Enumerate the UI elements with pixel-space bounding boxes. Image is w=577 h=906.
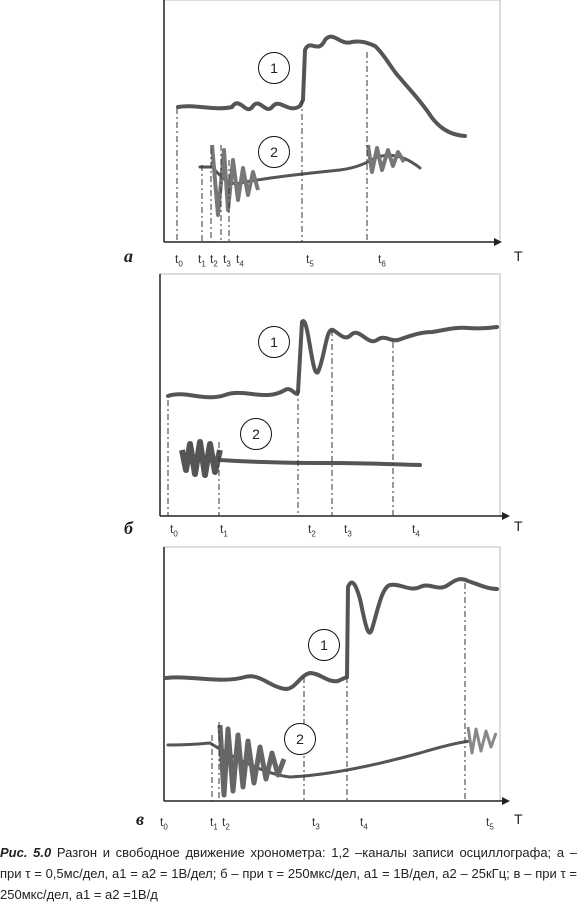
panel-letter: в [136, 809, 145, 829]
marker-label: t3 [312, 815, 320, 832]
marker-label: t6 [378, 252, 386, 269]
oscillogram-c [163, 546, 510, 805]
panel-a: 1 2 а T t0 t1 t2 t3 t4 t5 t6 [0, 0, 577, 272]
panel-letter: а [124, 246, 133, 266]
marker-label: t0 [175, 252, 183, 269]
marker-label: t1 [220, 522, 228, 539]
figure-number: Рис. 5.0 [0, 845, 52, 860]
channel-1-label: 1 [258, 52, 290, 84]
oscillogram-b [159, 273, 510, 520]
caption-text: Разгон и свободное движение хронометра: … [0, 845, 577, 902]
oscillogram-a [163, 0, 502, 246]
channel-2-label: 2 [240, 418, 272, 450]
marker-label: t2 [210, 252, 218, 269]
figure-caption: Рис. 5.0 Разгон и свободное движение хро… [0, 842, 577, 905]
marker-label: t1 [210, 815, 218, 832]
marker-label: t5 [306, 252, 314, 269]
marker-label: t5 [486, 815, 494, 832]
panel-c: 1 2 в T t0 t1 t2 t3 t4 t5 [0, 546, 577, 837]
marker-label: t3 [344, 522, 352, 539]
marker-label: t4 [236, 252, 244, 269]
marker-label: t4 [412, 522, 420, 539]
marker-label: t1 [198, 252, 206, 269]
axis-label: T [514, 518, 523, 534]
marker-label: t0 [160, 815, 168, 832]
channel-1-label: 1 [258, 326, 290, 358]
axis-label: T [514, 811, 523, 827]
channel-2-label: 2 [284, 723, 316, 755]
marker-label: t0 [170, 522, 178, 539]
channel-2-label: 2 [258, 136, 290, 168]
panel-b: 1 2 б T t0 t1 t2 t3 t4 [0, 272, 577, 547]
marker-label: t4 [360, 815, 368, 832]
marker-label: t2 [308, 522, 316, 539]
axis-label: T [514, 248, 523, 264]
marker-label: t2 [222, 815, 230, 832]
channel-1-label: 1 [308, 629, 340, 661]
panel-letter: б [124, 518, 133, 538]
marker-label: t3 [223, 252, 231, 269]
